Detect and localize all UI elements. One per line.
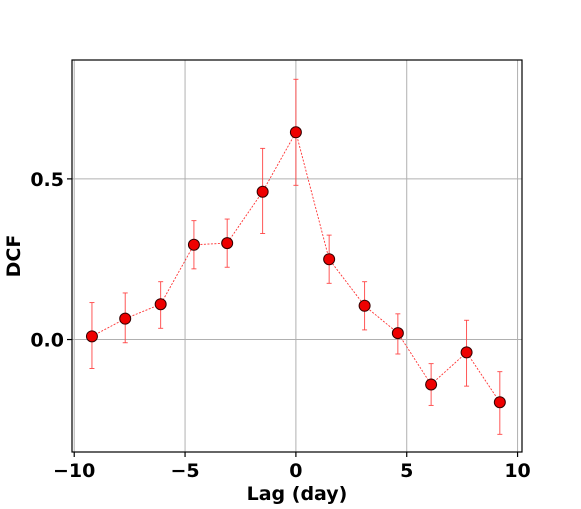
y-axis-label: DCF (3, 235, 25, 278)
data-series (85, 78, 506, 435)
x-tick-label: −10 (53, 460, 95, 482)
data-point (425, 378, 438, 391)
data-point (119, 312, 132, 325)
data-point (85, 330, 98, 343)
plot-frame (71, 59, 523, 453)
x-axis-label: Lag (day) (247, 483, 348, 505)
data-point (256, 185, 269, 198)
plot-background (72, 60, 522, 452)
axis-ticks: −10 −5 0 5 10 0.0 0.5 (30, 169, 530, 482)
data-point (358, 299, 371, 312)
x-tick-label: 5 (400, 460, 413, 482)
data-point (391, 327, 404, 340)
data-point (323, 253, 336, 266)
x-tick-label: 10 (504, 460, 530, 482)
x-tick-label: −5 (170, 460, 199, 482)
data-point (221, 237, 234, 250)
data-point (460, 346, 473, 359)
x-tick-label: 0 (289, 460, 302, 482)
y-tick-label: 0.5 (30, 169, 64, 191)
data-point (154, 298, 167, 311)
data-point (493, 396, 506, 409)
data-point (289, 126, 302, 139)
data-point (187, 238, 200, 251)
y-tick-label: 0.0 (30, 330, 64, 352)
